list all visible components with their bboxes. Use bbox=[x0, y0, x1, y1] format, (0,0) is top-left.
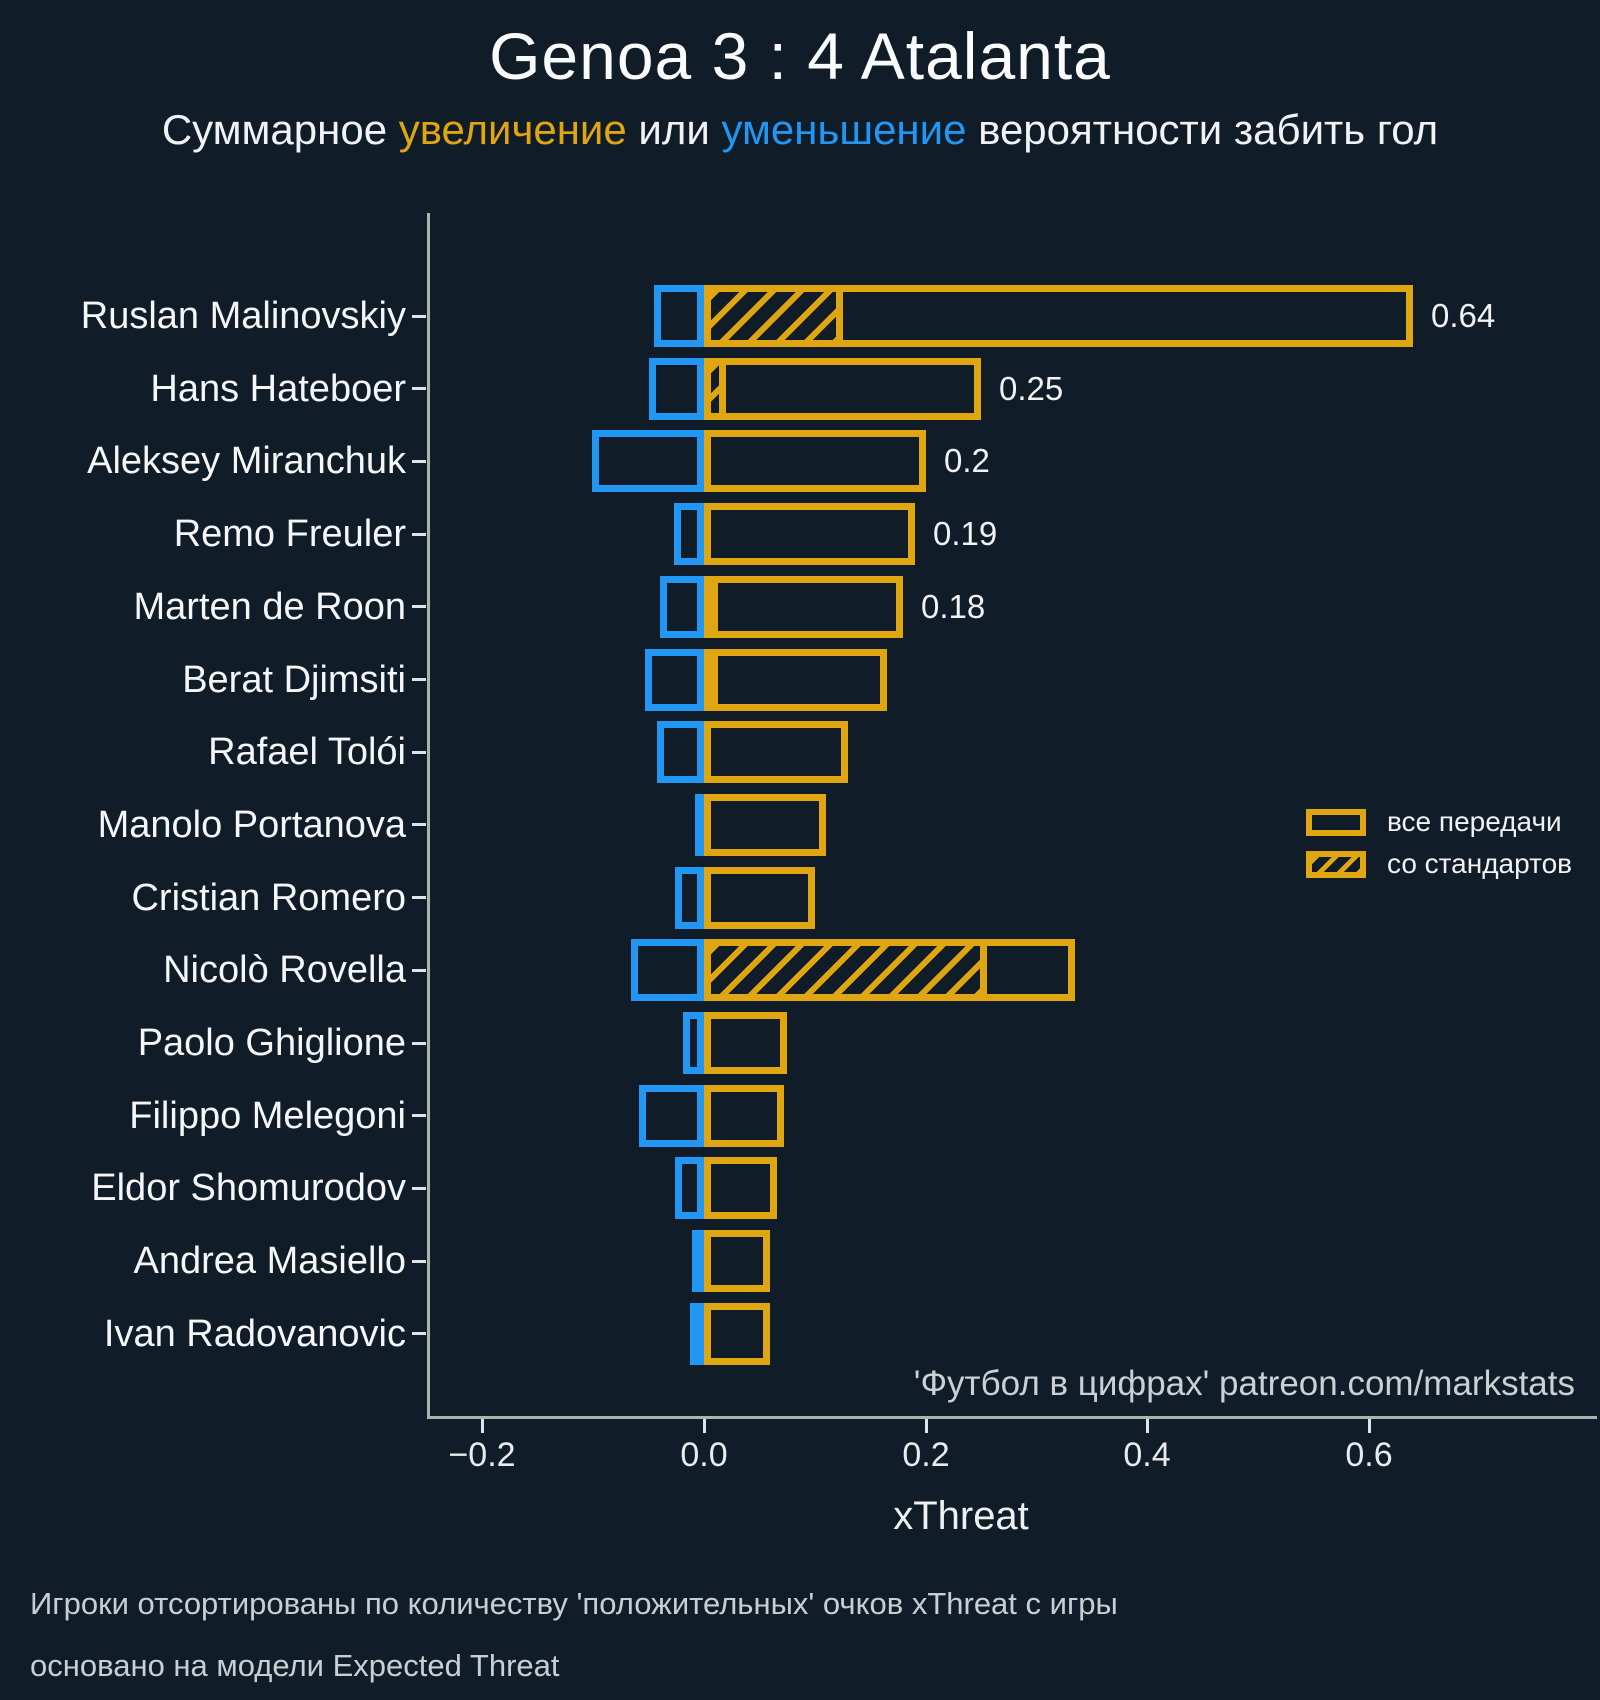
y-tick-mark bbox=[412, 1260, 426, 1263]
y-tick-mark bbox=[412, 896, 426, 899]
x-tick-label: 0.6 bbox=[1345, 1436, 1393, 1474]
x-axis-spine bbox=[427, 1416, 1597, 1419]
y-tick-mark bbox=[412, 969, 426, 972]
set-pieces-hatch-bar bbox=[704, 358, 726, 420]
positive-xthreat-bar bbox=[704, 721, 848, 783]
negative-xthreat-bar bbox=[675, 1157, 704, 1219]
negative-xthreat-bar bbox=[592, 430, 704, 492]
player-label: Aleksey Miranchuk bbox=[87, 440, 406, 482]
positive-xthreat-bar bbox=[704, 1085, 784, 1147]
y-tick-mark bbox=[412, 1332, 426, 1335]
negative-xthreat-bar bbox=[657, 721, 704, 783]
y-tick-mark bbox=[412, 1114, 426, 1117]
x-axis-title: xThreat bbox=[893, 1494, 1029, 1538]
player-label: Berat Djimsiti bbox=[182, 659, 406, 701]
bar-value-label: 0.64 bbox=[1431, 297, 1496, 334]
x-tick-label: −0.2 bbox=[448, 1436, 516, 1474]
positive-xthreat-bar bbox=[704, 1012, 787, 1074]
negative-xthreat-bar bbox=[690, 1303, 704, 1365]
y-tick-mark bbox=[412, 1187, 426, 1190]
subtitle-text: вероятности забить гол bbox=[966, 106, 1439, 153]
positive-xthreat-bar bbox=[704, 794, 826, 856]
x-tick-mark bbox=[703, 1419, 706, 1433]
bar-value-label: 0.25 bbox=[999, 370, 1064, 407]
y-tick-mark bbox=[412, 678, 426, 681]
set-pieces-hatch-bar bbox=[704, 939, 987, 1001]
negative-xthreat-bar bbox=[660, 576, 704, 638]
player-label: Manolo Portanova bbox=[97, 804, 406, 846]
player-label: Filippo Melegoni bbox=[129, 1095, 406, 1137]
negative-xthreat-bar bbox=[649, 358, 704, 420]
negative-xthreat-bar bbox=[645, 649, 704, 711]
x-tick-label: 0.2 bbox=[902, 1436, 950, 1474]
negative-xthreat-bar bbox=[631, 939, 704, 1001]
player-label: Marten de Roon bbox=[133, 586, 407, 628]
y-tick-mark bbox=[412, 1042, 426, 1045]
negative-xthreat-bar bbox=[683, 1012, 704, 1074]
positive-xthreat-bar bbox=[704, 358, 981, 420]
player-label: Rafael Tolói bbox=[208, 731, 406, 773]
subtitle-text: или bbox=[626, 106, 722, 153]
subtitle-decrease-word: уменьшение bbox=[721, 106, 967, 153]
match-title: Genoa 3 : 4 Atalanta bbox=[489, 19, 1111, 93]
bar-value-label: 0.19 bbox=[933, 515, 998, 552]
footnote-sorting: Игроки отсортированы по количеству 'поло… bbox=[30, 1586, 1118, 1621]
legend: все передачи со стандартов bbox=[1296, 806, 1596, 892]
y-tick-mark bbox=[412, 387, 426, 390]
player-label: Remo Freuler bbox=[173, 513, 406, 555]
x-tick-mark bbox=[481, 1419, 484, 1433]
author-credit: 'Футбол в цифрах' patreon.com/markstats bbox=[913, 1364, 1575, 1403]
footnote-model: основано на модели Expected Threat bbox=[30, 1648, 560, 1683]
negative-xthreat-bar bbox=[675, 867, 704, 929]
x-tick-mark bbox=[1368, 1419, 1371, 1433]
x-tick-mark bbox=[925, 1419, 928, 1433]
y-tick-mark bbox=[412, 533, 426, 536]
figure-subtitle: Суммарное увеличение или уменьшение веро… bbox=[0, 106, 1600, 154]
positive-xthreat-bar bbox=[704, 576, 903, 638]
positive-xthreat-bar bbox=[704, 503, 915, 565]
subtitle-increase-word: увеличение bbox=[398, 106, 627, 153]
player-label: Paolo Ghiglione bbox=[137, 1022, 406, 1064]
player-label: Andrea Masiello bbox=[133, 1240, 406, 1282]
negative-xthreat-bar bbox=[639, 1085, 704, 1147]
negative-xthreat-bar bbox=[654, 285, 704, 347]
y-tick-mark bbox=[412, 751, 426, 754]
x-tick-label: 0.0 bbox=[680, 1436, 728, 1474]
player-label: Nicolò Rovella bbox=[163, 949, 406, 991]
y-axis-spine bbox=[427, 213, 430, 1419]
set-pieces-hatch-bar bbox=[704, 649, 718, 711]
positive-xthreat-bar bbox=[704, 430, 926, 492]
player-label: Hans Hateboer bbox=[150, 368, 406, 410]
y-tick-mark bbox=[412, 460, 426, 463]
bar-value-label: 0.2 bbox=[944, 442, 990, 479]
all-passes-swatch-icon bbox=[1306, 808, 1366, 836]
x-tick-label: 0.4 bbox=[1123, 1436, 1171, 1474]
positive-xthreat-bar bbox=[704, 1303, 770, 1365]
set-pieces-hatch-swatch-icon bbox=[1306, 850, 1366, 878]
subtitle-text: Суммарное bbox=[161, 106, 399, 153]
negative-xthreat-bar bbox=[692, 1230, 706, 1292]
bar-value-label: 0.18 bbox=[921, 588, 986, 625]
legend-item-all-passes: все передачи bbox=[1296, 806, 1596, 837]
positive-xthreat-bar bbox=[704, 649, 887, 711]
positive-xthreat-bar bbox=[704, 1157, 777, 1219]
legend-label: все передачи bbox=[1387, 806, 1562, 837]
player-label: Cristian Romero bbox=[131, 877, 406, 919]
negative-xthreat-bar bbox=[674, 503, 704, 565]
x-tick-mark bbox=[1146, 1419, 1149, 1433]
positive-xthreat-bar bbox=[704, 867, 815, 929]
set-pieces-hatch-bar bbox=[704, 576, 718, 638]
y-tick-mark bbox=[412, 605, 426, 608]
player-label: Eldor Shomurodov bbox=[91, 1167, 406, 1209]
player-label: Ruslan Malinovskiy bbox=[80, 295, 406, 337]
player-label: Ivan Radovanovic bbox=[103, 1313, 406, 1355]
y-tick-mark bbox=[412, 315, 426, 318]
set-pieces-hatch-bar bbox=[704, 285, 843, 347]
y-tick-mark bbox=[412, 823, 426, 826]
legend-item-set-pieces: со стандартов bbox=[1296, 848, 1596, 879]
legend-label: со стандартов bbox=[1387, 848, 1573, 879]
positive-xthreat-bar bbox=[704, 1230, 770, 1292]
